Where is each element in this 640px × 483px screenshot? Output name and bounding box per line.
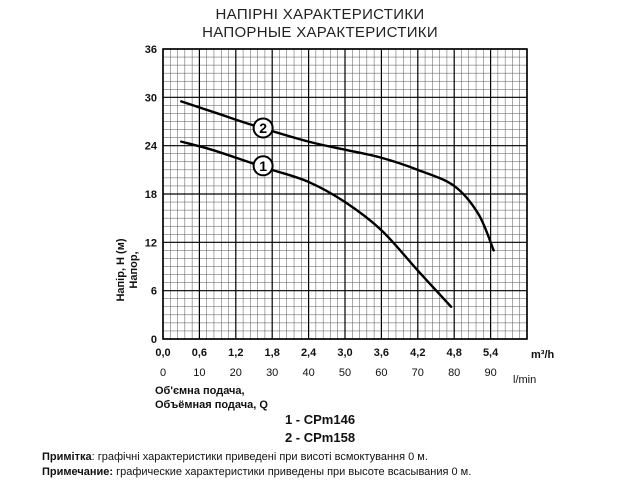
series-line-2 xyxy=(180,100,495,252)
x-tick-label: 1,2 xyxy=(228,347,243,359)
series-marker-1 xyxy=(252,155,274,177)
x-axis-label: Об'ємна подача, xyxy=(155,385,245,397)
x-tick-label: 2,4 xyxy=(301,347,317,359)
legend-item-2: 2 - CPm158 xyxy=(284,430,356,445)
series-line-1 xyxy=(180,140,453,308)
x2-tick-label: 50 xyxy=(339,367,351,379)
grid-major xyxy=(162,48,528,340)
series-label-2: 2 xyxy=(259,120,267,136)
note-ua-label: Примітка xyxy=(42,451,92,463)
y-axis-label: Напор, xyxy=(128,251,140,288)
legend-item-1: 1 - CPm146 xyxy=(284,412,356,427)
x2-tick-label: 70 xyxy=(412,367,424,379)
chart-title-ua: НАПІРНІ ХАРАКТЕРИСТИКИ xyxy=(215,6,425,23)
y-tick-label: 30 xyxy=(145,92,157,104)
y-tick-label: 6 xyxy=(151,286,157,298)
x2-tick-label: 10 xyxy=(193,367,205,379)
note-ru-label: Примечание: xyxy=(42,466,114,478)
note-ru-text: графические характеристики приведены при… xyxy=(113,466,472,478)
x2-unit-label: l/min xyxy=(513,374,536,386)
x-tick-label: 3,6 xyxy=(374,347,389,359)
plot-frame xyxy=(162,48,528,340)
x2-tick-label: 60 xyxy=(375,367,387,379)
note-ua: Примітка: графічні характеристики привед… xyxy=(42,451,428,463)
x2-tick-label: 20 xyxy=(230,367,242,379)
x-tick-label: 3,0 xyxy=(337,347,352,359)
series-label-1: 1 xyxy=(259,158,267,174)
y-tick-label: 0 xyxy=(151,334,157,346)
x2-tick-label: 80 xyxy=(448,367,460,379)
x2-tick-label: 40 xyxy=(302,367,314,379)
x-tick-label: 0,6 xyxy=(192,347,207,359)
y-tick-label: 18 xyxy=(145,189,157,201)
x-axis-label: Объёмная подача, Q xyxy=(155,399,268,411)
x-tick-label: 4,2 xyxy=(410,347,425,359)
x2-tick-label: 30 xyxy=(266,367,278,379)
y-tick-label: 24 xyxy=(145,141,158,153)
x-tick-label: 5,4 xyxy=(483,347,499,359)
chart-title-ru: НАПОРНЫЕ ХАРАКТЕРИСТИКИ xyxy=(202,24,438,41)
x-tick-label: 4,8 xyxy=(447,347,462,359)
y-tick-label: 12 xyxy=(145,237,157,249)
x2-tick-label: 0 xyxy=(160,367,166,379)
y-axis-label: Напір, H (м) xyxy=(115,238,127,301)
x-unit-label: m³/h xyxy=(531,349,555,361)
x-tick-label: 1,8 xyxy=(265,347,280,359)
x-tick-label: 0,0 xyxy=(155,347,170,359)
x2-tick-label: 90 xyxy=(484,367,496,379)
note-ru: Примечание: графические характеристики п… xyxy=(42,466,471,478)
series-marker-2 xyxy=(252,117,274,139)
note-ua-text: : графічні характеристики приведені при … xyxy=(91,451,428,463)
y-tick-label: 36 xyxy=(145,44,157,56)
